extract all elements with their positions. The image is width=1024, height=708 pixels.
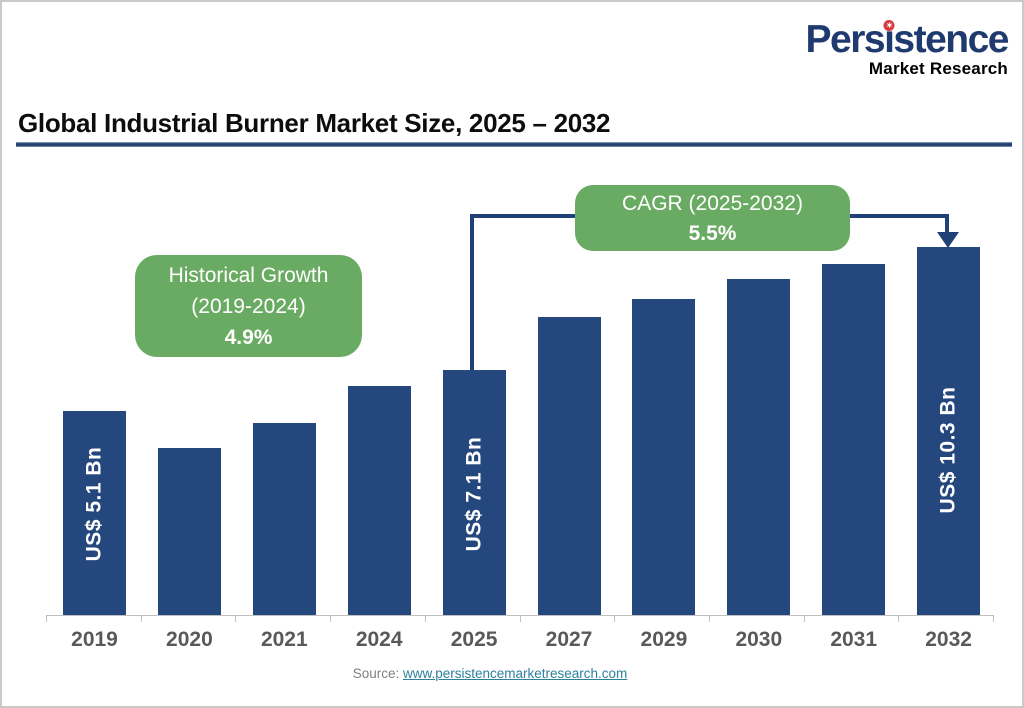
historical-growth-line2: (2019-2024) — [191, 295, 306, 319]
cagr-callout: CAGR (2025-2032) 5.5% — [575, 185, 850, 251]
historical-growth-value: 4.9% — [224, 325, 273, 349]
historical-growth-line1: Historical Growth — [168, 263, 329, 287]
bar-2019: US$ 5.1 Bn — [63, 411, 126, 615]
x-axis-label-2032: 2032 — [925, 628, 972, 651]
historical-growth-callout: Historical Growth (2019-2024) 4.9% — [135, 255, 362, 357]
x-axis-label-2020: 2020 — [166, 628, 213, 651]
logo-subtitle: Market Research — [868, 58, 1008, 78]
x-axis-tick — [898, 615, 900, 622]
logo-letter-i: ı ✶ — [883, 18, 895, 61]
logo-star-dot-icon: ✶ — [883, 20, 895, 31]
x-axis-tick — [140, 615, 142, 622]
x-axis-tick — [993, 615, 994, 622]
bar-2029 — [632, 299, 696, 615]
x-axis-label-2024: 2024 — [355, 628, 403, 651]
bar-2025: US$ 7.1 Bn — [442, 370, 506, 615]
page-title: Global Industrial Burner Market Size, 20… — [18, 108, 611, 138]
x-axis-label-2019: 2019 — [71, 628, 118, 651]
bar-2024 — [347, 386, 411, 615]
x-axis-label-2021: 2021 — [260, 628, 308, 651]
logo-text-pre: Pers — [805, 18, 886, 61]
x-axis-label-2031: 2031 — [830, 628, 878, 651]
cagr-line1: CAGR (2025-2032) — [622, 191, 803, 215]
logo-text-post: stence — [893, 18, 1009, 61]
x-axis-tick — [330, 615, 332, 622]
x-axis-tick — [803, 615, 805, 622]
bar-2031 — [822, 264, 886, 615]
bar-2030 — [727, 279, 791, 615]
source-line: Source: www.persistencemarketresearch.co… — [2, 666, 1002, 681]
x-axis-label-2025: 2025 — [450, 628, 498, 651]
x-axis-tick — [46, 615, 47, 622]
x-axis-tick — [708, 615, 710, 622]
bar-2021 — [252, 423, 316, 615]
logo-wordmark: Persı ✶ stence — [805, 18, 1010, 61]
x-axis-tick — [235, 615, 237, 622]
x-axis-tick — [424, 615, 426, 622]
x-axis-label-2027: 2027 — [545, 628, 593, 651]
title-underline — [16, 142, 1012, 147]
source-prefix: Source: — [352, 666, 403, 681]
cagr-value: 5.5% — [688, 222, 737, 246]
bar-2027 — [537, 317, 601, 615]
x-axis-tick — [614, 615, 616, 622]
logo: Persı ✶ stence Market Research — [805, 18, 1010, 79]
x-axis-label-2030: 2030 — [735, 628, 783, 651]
x-axis-label-2029: 2029 — [640, 628, 688, 651]
x-axis-tick — [519, 615, 521, 622]
source-link[interactable]: www.persistencemarketresearch.com — [402, 666, 628, 681]
bar-2032: US$ 10.3 Bn — [917, 247, 981, 615]
bar-2020 — [157, 448, 221, 615]
